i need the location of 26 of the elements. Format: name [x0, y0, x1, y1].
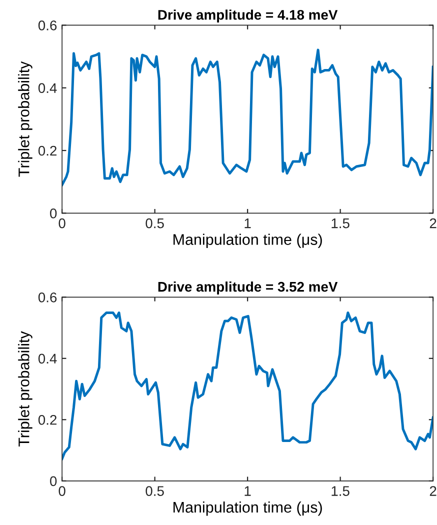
x-tick-label: 0	[58, 486, 66, 496]
y-tick-label: 0.2	[38, 146, 56, 156]
x-tick-label: 2	[430, 486, 436, 496]
x-tick-label: 0.5	[146, 218, 164, 228]
y-tick-label: 0.6	[38, 20, 57, 30]
line-series	[62, 312, 434, 460]
y-tick-label: 0.4	[38, 354, 57, 364]
x-axis-title: Manipulation time (μs)	[174, 234, 322, 248]
x-tick-label: 1.5	[332, 218, 350, 228]
line-series	[62, 48, 434, 186]
y-tick-label: 0.4	[38, 83, 57, 94]
x-tick-label: 2	[430, 218, 436, 228]
y-axis-title: Triplet probability	[18, 331, 32, 447]
y-axis-title: Triplet probability	[18, 61, 32, 177]
x-tick-label: 0	[58, 218, 66, 228]
y-tick-label: 0.2	[38, 414, 56, 425]
y-tick-label: 0.6	[38, 292, 57, 302]
y-tick-label: 0	[50, 208, 57, 218]
chart-title: Drive amplitude = 3.52 meV	[158, 282, 338, 294]
x-tick-label: 1.5	[332, 486, 350, 496]
chart-title: Drive amplitude = 4.18 meV	[158, 10, 338, 23]
y-tick-label: 0	[50, 476, 57, 486]
x-tick-label: 1	[244, 486, 251, 496]
x-tick-label: 1	[244, 218, 251, 228]
x-axis-title: Manipulation time (μs)	[174, 501, 322, 516]
x-tick-label: 0.5	[146, 486, 164, 496]
